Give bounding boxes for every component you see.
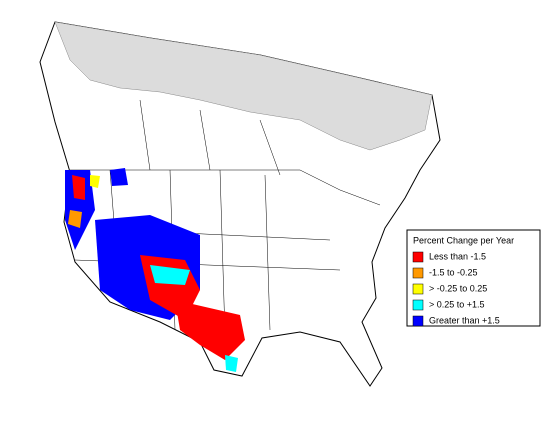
legend-swatch (412, 299, 424, 311)
legend-box (406, 229, 541, 327)
legend-label: Greater than +1.5 (429, 315, 500, 325)
legend-swatch (412, 267, 424, 279)
legend-label: > 0.25 to +1.5 (429, 299, 485, 309)
legend-label: Less than -1.5 (429, 251, 486, 261)
legend-label: > -0.25 to 0.25 (429, 283, 487, 293)
change-areas (65, 168, 245, 372)
legend-swatch (412, 315, 424, 327)
legend-swatch (412, 283, 424, 295)
legend: Percent Change per Year Less than -1.5 -1… (406, 229, 541, 327)
legend-title: Percent Change per Year (413, 235, 514, 245)
legend-swatch (412, 251, 424, 263)
legend-label: -1.5 to -0.25 (429, 267, 478, 277)
tundra (54, 21, 433, 151)
